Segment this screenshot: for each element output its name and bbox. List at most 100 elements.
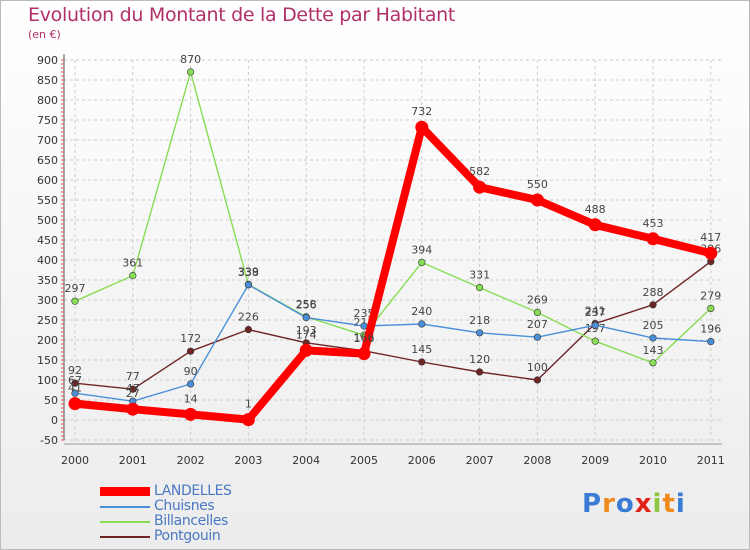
y-tick-label: 100	[37, 374, 58, 387]
y-tick-label: 550	[37, 194, 58, 207]
data-point	[473, 180, 487, 194]
legend-swatch	[100, 487, 150, 496]
y-tick-label: 850	[37, 74, 58, 87]
data-label: 120	[469, 353, 490, 366]
data-label: 237	[585, 306, 606, 319]
x-tick-label: 2007	[466, 454, 494, 467]
legend-swatch	[100, 536, 150, 538]
y-tick-label: 600	[37, 174, 58, 187]
data-point	[302, 314, 310, 322]
data-point	[299, 343, 313, 357]
data-label: 297	[65, 282, 86, 295]
series-chuisnes: 67 47 90 338 256 235 240 218 207 237 205 196	[68, 266, 721, 405]
data-point	[244, 281, 252, 289]
data-label: 235	[354, 307, 375, 320]
data-point	[71, 389, 79, 397]
data-point	[187, 347, 195, 355]
series-pontgouin: 9277172226193173145120100241288396	[68, 243, 721, 393]
series-line-pontgouin	[74, 260, 712, 390]
data-point	[68, 397, 82, 411]
data-label: 417	[700, 231, 721, 244]
legend-label: LANDELLES	[154, 483, 232, 499]
data-label: 47	[126, 382, 140, 395]
y-tick-label: 50	[44, 394, 58, 407]
data-point	[707, 338, 715, 346]
data-point	[649, 359, 657, 367]
data-label: 338	[238, 266, 259, 279]
data-label: 258	[296, 298, 317, 311]
x-tick-label: 2004	[292, 454, 320, 467]
legend-label: Billancelles	[154, 513, 228, 529]
legend-label: Chuisnes	[154, 498, 215, 514]
data-point	[533, 308, 542, 317]
y-tick-label: 900	[37, 54, 58, 67]
data-label: 41	[68, 382, 82, 395]
data-point	[530, 193, 544, 207]
data-label: 279	[700, 289, 721, 302]
data-point	[71, 297, 79, 305]
data-label: 226	[238, 311, 259, 324]
y-tick-label: -50	[40, 434, 58, 447]
x-tick-label: 2010	[639, 454, 667, 467]
chart-title: Evolution du Montant de la Dette par Hab…	[28, 4, 456, 26]
data-label: 27	[126, 387, 140, 400]
data-label: 582	[469, 165, 490, 178]
data-point	[588, 218, 602, 232]
data-label: 361	[122, 257, 143, 270]
data-label: 145	[411, 343, 432, 356]
data-point	[415, 120, 429, 134]
y-tick-label: 250	[37, 314, 58, 327]
x-tick-label: 2008	[523, 454, 551, 467]
data-label: 1	[245, 398, 252, 411]
x-tick-label: 2009	[581, 454, 609, 467]
data-label: 241	[585, 305, 606, 318]
data-label: 143	[643, 344, 664, 357]
data-label: 77	[126, 370, 140, 383]
data-point	[129, 272, 137, 280]
data-point	[649, 301, 657, 309]
data-label: 90	[184, 365, 198, 378]
data-point	[187, 68, 195, 76]
data-label: 100	[527, 361, 548, 374]
x-tick-label: 2006	[408, 454, 436, 467]
data-point	[646, 232, 660, 246]
x-tick-label: 2002	[177, 454, 205, 467]
data-label: 205	[643, 319, 664, 332]
legend-swatch	[100, 506, 150, 508]
data-label: 339	[238, 265, 259, 278]
series-landelles: 41 27 14 1 174 166 732 582 550 488 453 417	[68, 105, 721, 427]
data-point	[418, 358, 426, 366]
data-label: 92	[68, 364, 82, 377]
series-line-billancelles	[74, 71, 712, 364]
data-point	[533, 333, 542, 341]
data-point	[476, 284, 484, 292]
data-label: 331	[469, 269, 490, 282]
data-point	[187, 380, 195, 388]
legend-label: Pontgouin	[154, 528, 221, 544]
y-tick-label: 750	[37, 114, 58, 127]
y-tick-label: 700	[37, 134, 58, 147]
data-label: 256	[296, 299, 317, 312]
x-tick-label: 2011	[697, 454, 725, 467]
data-label: 394	[411, 243, 432, 256]
data-point	[649, 334, 657, 342]
y-tick-label: 200	[37, 334, 58, 347]
data-point	[533, 376, 542, 384]
data-point	[357, 347, 371, 361]
data-label: 207	[527, 318, 548, 331]
data-point	[241, 413, 255, 427]
series-line-landelles	[71, 123, 715, 424]
chart-unit-label: (en €)	[28, 28, 61, 41]
proxiti-logo: Proxiti	[582, 489, 686, 519]
data-label: 240	[411, 305, 432, 318]
y-tick-label: 0	[51, 414, 58, 427]
data-point	[418, 320, 426, 328]
data-point	[476, 368, 484, 376]
y-tick-label: 450	[37, 234, 58, 247]
data-label: 67	[68, 374, 82, 387]
data-label: 218	[469, 314, 490, 327]
data-label: 732	[411, 105, 432, 118]
data-label: 870	[180, 53, 201, 66]
data-label: 488	[585, 203, 606, 216]
